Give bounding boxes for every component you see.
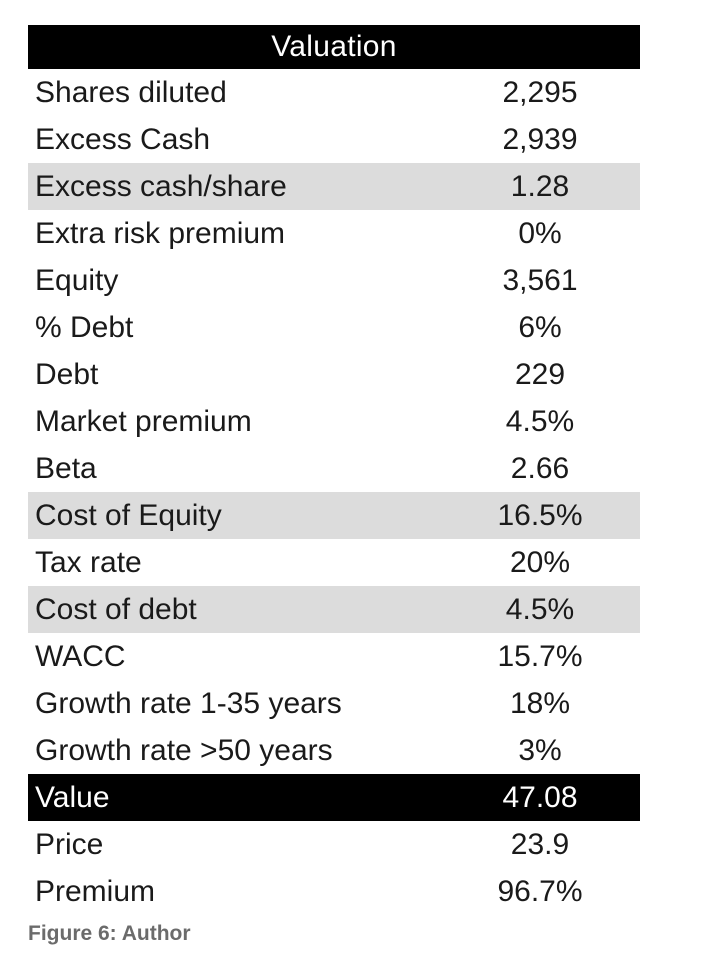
row-label: Price [35, 827, 104, 861]
row-value: 2,295 [502, 75, 578, 109]
row-value: 3,561 [502, 263, 578, 297]
row-value: 2,939 [502, 122, 578, 156]
row-value: 1.28 [510, 169, 570, 203]
row-label: Premium [35, 874, 156, 908]
row-value: 2.66 [510, 451, 570, 485]
table-row-excess-cash-share: Excess cash/share 1.28 [28, 163, 640, 210]
row-value: 16.5% [497, 498, 583, 532]
row-label: WACC [35, 639, 126, 673]
table-row-price: Price 23.9 [28, 821, 640, 868]
row-label: Debt [35, 357, 99, 391]
row-label: Tax rate [35, 545, 142, 579]
table-row-extra-risk-premium: Extra risk premium 0% [28, 210, 640, 257]
row-label: Shares diluted [35, 75, 227, 109]
row-value: 47.08 [502, 780, 578, 814]
table-row-growth-rate-50: Growth rate >50 years 3% [28, 727, 640, 774]
row-label: Market premium [35, 404, 252, 438]
row-label: Cost of debt [35, 592, 197, 626]
row-value: 4.5% [505, 592, 575, 626]
table-title: Valuation [28, 25, 640, 69]
row-value: 18% [509, 686, 571, 720]
row-label: Growth rate >50 years [35, 733, 333, 767]
table-row-cost-of-equity: Cost of Equity 16.5% [28, 492, 640, 539]
table-row-shares-diluted: Shares diluted 2,295 [28, 69, 640, 116]
row-label: Excess cash/share [35, 169, 287, 203]
row-value: 96.7% [497, 874, 583, 908]
table-row-tax-rate: Tax rate 20% [28, 539, 640, 586]
row-label: Value [35, 780, 110, 814]
row-value: 4.5% [505, 404, 575, 438]
table-row-cost-of-debt: Cost of debt 4.5% [28, 586, 640, 633]
table-row-market-premium: Market premium 4.5% [28, 398, 640, 445]
table-row-percent-debt: % Debt 6% [28, 304, 640, 351]
valuation-table: Valuation Shares diluted 2,295 Excess Ca… [28, 25, 640, 915]
row-label: Equity [35, 263, 119, 297]
table-row-premium: Premium 96.7% [28, 868, 640, 915]
table-row-debt: Debt 229 [28, 351, 640, 398]
row-value: 3% [518, 733, 562, 767]
table-row-excess-cash: Excess Cash 2,939 [28, 116, 640, 163]
row-label: Cost of Equity [35, 498, 222, 532]
table-row-beta: Beta 2.66 [28, 445, 640, 492]
table-row-wacc: WACC 15.7% [28, 633, 640, 680]
row-label: % Debt [35, 310, 134, 344]
table-row-growth-rate-1-35: Growth rate 1-35 years 18% [28, 680, 640, 727]
figure-caption: Figure 6: Author [28, 922, 191, 945]
row-value: 229 [514, 357, 566, 391]
row-label: Growth rate 1-35 years [35, 686, 342, 720]
row-label: Excess Cash [35, 122, 211, 156]
row-value: 23.9 [510, 827, 570, 861]
row-value: 6% [518, 310, 562, 344]
row-value: 20% [509, 545, 571, 579]
table-row-equity: Equity 3,561 [28, 257, 640, 304]
row-value: 15.7% [497, 639, 583, 673]
row-label: Extra risk premium [35, 216, 286, 250]
row-label: Beta [35, 451, 97, 485]
row-value: 0% [518, 216, 562, 250]
table-row-value: Value 47.08 [28, 774, 640, 821]
